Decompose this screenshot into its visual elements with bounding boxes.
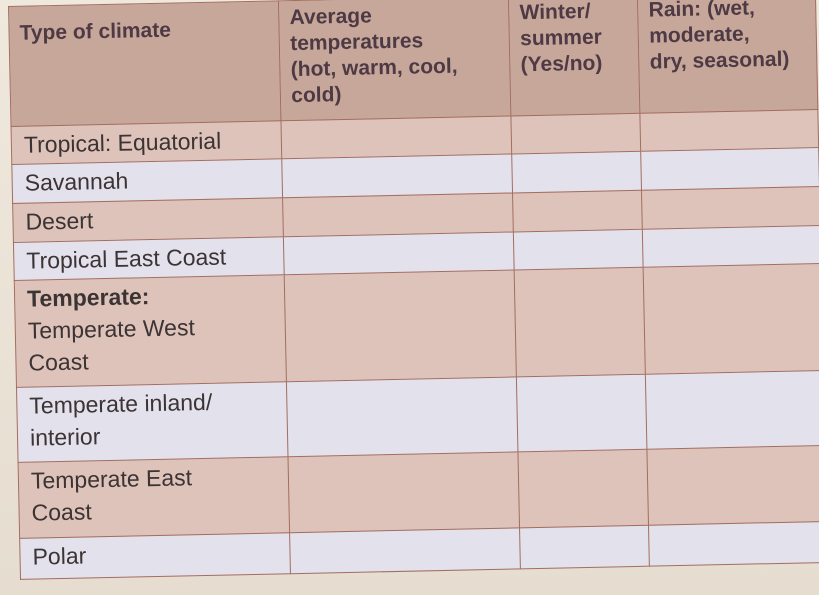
blank-cell[interactable]	[647, 445, 819, 526]
climate-label: Temperate East Coast	[18, 457, 290, 539]
climate-label: Polar	[19, 532, 291, 580]
climate-label-line: interior	[29, 422, 101, 451]
climate-table: Type of climate Average temperatures (ho…	[8, 0, 819, 580]
header-winter-summer: Winter/ summer (Yes/no)	[508, 0, 641, 116]
blank-cell[interactable]	[514, 267, 646, 377]
header-line: summer	[519, 25, 603, 51]
blank-cell[interactable]	[511, 113, 642, 154]
blank-cell[interactable]	[641, 186, 819, 229]
header-line: Winter/	[519, 0, 591, 25]
climate-label-line: Temperate East	[30, 464, 193, 494]
blank-cell[interactable]	[513, 228, 644, 271]
climate-label: Tropical East Coast	[13, 236, 285, 281]
blank-cell[interactable]	[286, 376, 519, 458]
blank-cell[interactable]	[641, 147, 819, 190]
blank-cell[interactable]	[640, 109, 819, 152]
blank-cell[interactable]	[643, 263, 819, 374]
blank-cell[interactable]	[282, 153, 513, 198]
blank-cell[interactable]	[516, 373, 648, 453]
blank-cell[interactable]	[284, 270, 517, 382]
climate-label: Savannah	[11, 158, 283, 204]
blank-cell[interactable]	[519, 525, 650, 569]
blank-cell[interactable]	[281, 115, 513, 159]
header-line: moderate,	[648, 22, 750, 48]
blank-cell[interactable]	[289, 527, 521, 574]
blank-cell[interactable]	[512, 151, 642, 193]
header-row: Type of climate Average temperatures (ho…	[8, 0, 818, 127]
blank-cell[interactable]	[642, 225, 819, 268]
header-average-temperatures: Average temperatures (hot, warm, cool, c…	[278, 0, 512, 121]
header-line: (Yes/no)	[520, 51, 603, 77]
climate-label: Tropical: Equatorial	[11, 120, 283, 165]
blank-cell[interactable]	[282, 192, 514, 237]
blank-cell[interactable]	[512, 189, 643, 232]
climate-label-line: Coast	[31, 498, 92, 526]
header-line: Type of climate	[19, 18, 172, 45]
blank-cell[interactable]	[648, 521, 819, 567]
blank-cell[interactable]	[288, 452, 520, 533]
blank-cell[interactable]	[645, 370, 819, 450]
climate-table-wrapper: Type of climate Average temperatures (ho…	[8, 0, 819, 580]
climate-label-line: Temperate inland/	[29, 388, 213, 419]
climate-label: Temperate: Temperate West Coast	[14, 275, 287, 388]
table-row: Temperate: Temperate West Coast	[14, 263, 819, 388]
climate-group-heading: Temperate:	[26, 283, 150, 313]
blank-cell[interactable]	[518, 449, 649, 528]
climate-label: Temperate inland/ interior	[16, 381, 289, 463]
blank-cell[interactable]	[283, 231, 515, 276]
header-type-of-climate: Type of climate	[8, 0, 282, 127]
header-rain: Rain: (wet, moderate, dry, seasonal)	[637, 0, 818, 114]
climate-label: Desert	[12, 197, 284, 242]
climate-label-line: Temperate West	[27, 314, 196, 345]
header-line: cold)	[291, 83, 342, 108]
header-line: dry, seasonal)	[649, 47, 790, 74]
climate-label-line: Coast	[28, 348, 89, 377]
